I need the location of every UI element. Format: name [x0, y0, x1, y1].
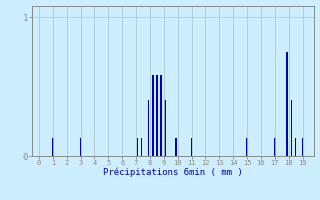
- Bar: [191, 138, 192, 156]
- Bar: [148, 100, 149, 156]
- X-axis label: Précipitations 6min ( mm ): Précipitations 6min ( mm ): [103, 168, 243, 177]
- Bar: [175, 138, 177, 156]
- Bar: [160, 75, 162, 156]
- Bar: [295, 138, 296, 156]
- Bar: [164, 100, 166, 156]
- Bar: [274, 138, 276, 156]
- Bar: [291, 100, 292, 156]
- Bar: [286, 52, 288, 156]
- Bar: [80, 138, 81, 156]
- Bar: [246, 138, 248, 156]
- Bar: [156, 75, 158, 156]
- Bar: [302, 138, 303, 156]
- Bar: [137, 138, 138, 156]
- Bar: [52, 138, 54, 156]
- Bar: [152, 75, 154, 156]
- Bar: [141, 138, 142, 156]
